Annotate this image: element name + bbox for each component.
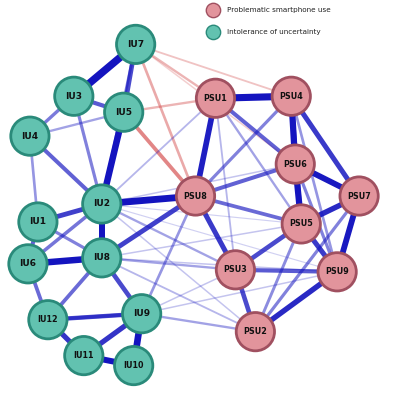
Circle shape xyxy=(117,25,155,64)
Circle shape xyxy=(196,79,235,118)
Circle shape xyxy=(206,3,221,18)
Text: IU1: IU1 xyxy=(30,218,46,226)
Circle shape xyxy=(105,93,143,131)
Text: IU9: IU9 xyxy=(133,309,150,318)
Text: PSU8: PSU8 xyxy=(184,192,207,200)
Circle shape xyxy=(65,336,103,375)
Circle shape xyxy=(115,346,153,385)
Text: PSU7: PSU7 xyxy=(347,192,371,200)
Text: PSU4: PSU4 xyxy=(279,92,303,101)
Text: IU4: IU4 xyxy=(22,132,38,141)
Circle shape xyxy=(216,251,255,289)
Text: IU12: IU12 xyxy=(38,315,58,324)
Text: IU6: IU6 xyxy=(20,259,36,268)
Circle shape xyxy=(29,300,67,339)
Circle shape xyxy=(272,77,310,116)
Circle shape xyxy=(122,294,161,333)
Circle shape xyxy=(206,25,221,40)
Text: PSU1: PSU1 xyxy=(203,94,227,103)
Circle shape xyxy=(9,245,47,283)
Text: PSU9: PSU9 xyxy=(325,267,349,276)
Text: IU2: IU2 xyxy=(93,200,110,208)
Text: PSU5: PSU5 xyxy=(289,220,313,228)
Text: PSU6: PSU6 xyxy=(283,160,307,168)
Text: Intolerance of uncertainty: Intolerance of uncertainty xyxy=(227,30,320,36)
Circle shape xyxy=(318,253,356,291)
Text: IU8: IU8 xyxy=(93,253,110,262)
Text: PSU2: PSU2 xyxy=(243,327,267,336)
Text: IU3: IU3 xyxy=(65,92,82,101)
Text: IU11: IU11 xyxy=(73,351,94,360)
Circle shape xyxy=(176,177,215,215)
Circle shape xyxy=(11,117,49,155)
Text: IU10: IU10 xyxy=(123,361,144,370)
Circle shape xyxy=(55,77,93,116)
Circle shape xyxy=(19,203,57,241)
Circle shape xyxy=(340,177,378,215)
Text: IU7: IU7 xyxy=(127,40,144,49)
Circle shape xyxy=(236,312,275,351)
Text: Problematic smartphone use: Problematic smartphone use xyxy=(227,8,330,14)
Text: PSU3: PSU3 xyxy=(223,265,247,274)
Circle shape xyxy=(282,205,320,243)
Circle shape xyxy=(276,145,314,183)
Circle shape xyxy=(83,185,121,223)
Text: IU5: IU5 xyxy=(115,108,132,117)
Circle shape xyxy=(83,239,121,277)
